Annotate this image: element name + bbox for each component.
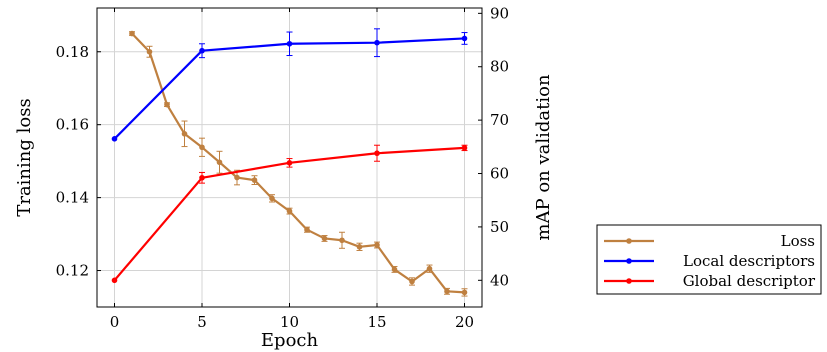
- tick-label-x: 15: [367, 313, 386, 331]
- data-point: [339, 237, 345, 244]
- data-point: [374, 242, 380, 248]
- tick-label-y-left: 0.16: [56, 116, 89, 134]
- legend-entry: Loss: [604, 232, 815, 250]
- data-point: [251, 177, 258, 183]
- data-point: [321, 235, 328, 242]
- data-point: [374, 150, 380, 157]
- data-point: [374, 39, 380, 46]
- legend-marker: [626, 258, 632, 264]
- tick-label-x: 5: [197, 313, 207, 331]
- data-point: [216, 159, 223, 166]
- tick-label-y-right: 40: [490, 271, 509, 289]
- data-point: [199, 174, 205, 181]
- data-point: [461, 145, 468, 151]
- data-point: [356, 244, 363, 250]
- data-point: [286, 160, 293, 166]
- tick-label-x: 10: [280, 313, 299, 331]
- data-point: [111, 136, 118, 142]
- legend-marker: [626, 278, 632, 284]
- x-axis-label: Epoch: [261, 330, 319, 351]
- legend-entry: Local descriptors: [604, 252, 815, 270]
- data-point: [304, 226, 310, 233]
- data-point: [269, 195, 275, 202]
- tick-label-y-right: 80: [490, 58, 509, 76]
- legend-box: [596, 224, 822, 295]
- data-point: [426, 265, 433, 272]
- data-point: [181, 130, 188, 137]
- series-line-loss: [131, 32, 465, 294]
- tick-label-y-left: 0.18: [56, 43, 89, 61]
- data-point: [409, 278, 415, 285]
- legend-entry: Global descriptor: [604, 272, 816, 290]
- data-point: [391, 266, 398, 273]
- data-point: [234, 174, 240, 181]
- tick-label-y-left: 0.12: [56, 262, 89, 280]
- series-local-descriptors: [111, 28, 468, 142]
- y-axis-label-left: Training loss: [14, 98, 35, 216]
- series-global-descriptor: [111, 144, 468, 284]
- legend: Loss Local descriptors Global descriptor: [596, 224, 822, 295]
- axis-ticks: 0 5 10 15 20 0.12 0.14 0.16 0.18 40 50 60 70 80 90: [56, 4, 510, 331]
- data-point: [146, 48, 153, 55]
- data-point: [199, 144, 205, 151]
- data-point: [111, 277, 118, 284]
- legend-label: Global descriptor: [683, 272, 816, 290]
- data-point: [286, 208, 293, 214]
- data-point: [199, 47, 205, 54]
- tick-label-y-right: 60: [490, 165, 509, 183]
- tick-label-x: 20: [455, 313, 474, 331]
- tick-label-x: 0: [110, 313, 120, 331]
- tick-label-y-right: 50: [490, 218, 509, 236]
- legend-label: Loss: [781, 232, 815, 250]
- y-axis-label-right: mAP on validation: [533, 74, 554, 241]
- legend-label: Local descriptors: [683, 252, 815, 270]
- data-point: [444, 288, 450, 295]
- series-loss: [129, 30, 468, 297]
- data-point: [286, 40, 293, 47]
- data-point: [129, 30, 135, 37]
- tick-label-y-right: 90: [490, 4, 509, 22]
- data-point: [461, 289, 468, 296]
- data-point: [164, 101, 170, 108]
- tick-label-y-right: 70: [490, 111, 509, 129]
- legend-marker: [626, 238, 632, 244]
- series-layer: [111, 28, 468, 297]
- data-point: [461, 35, 468, 42]
- tick-label-y-left: 0.14: [56, 189, 89, 207]
